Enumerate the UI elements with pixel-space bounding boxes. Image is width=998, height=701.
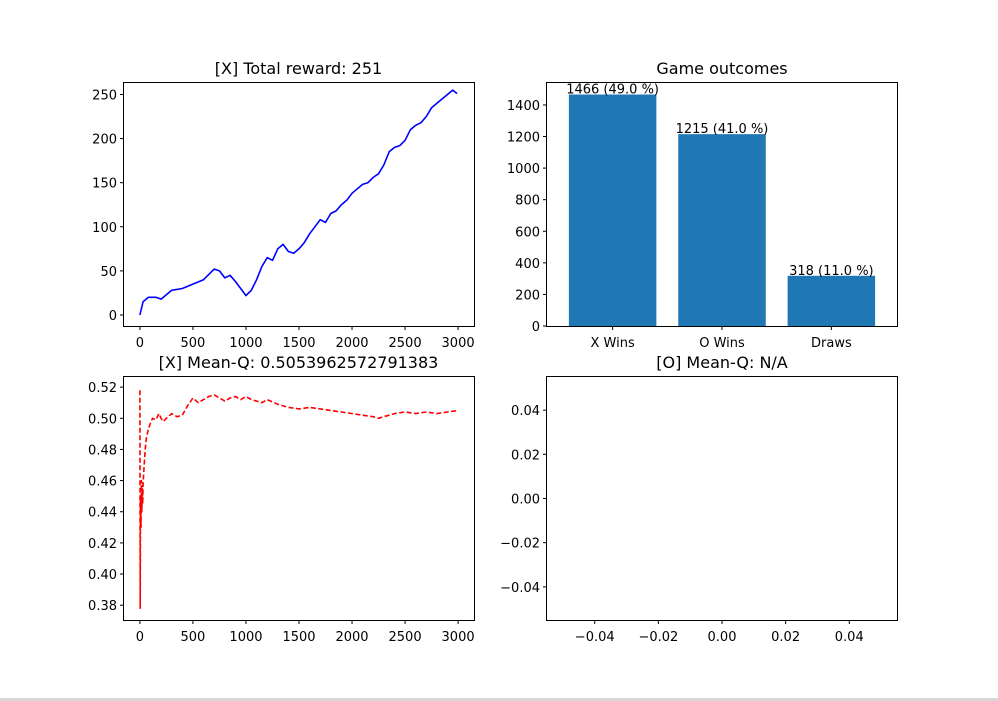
- y-tick-label: 1400: [507, 99, 540, 114]
- y-tick-label: 0.40: [88, 568, 117, 583]
- x-tick-label: 2000: [335, 630, 368, 645]
- y-tick-label: 0.00: [511, 493, 540, 508]
- x-tick-label: −0.02: [638, 630, 678, 645]
- y-tick-label: −0.02: [500, 537, 540, 552]
- x-tick-label: 1000: [229, 336, 262, 351]
- x-tick-label: 2000: [335, 336, 368, 351]
- outcomes-chart: Game outcomes 1466 (49.0 %) 1215 (41.0 %)…: [507, 59, 898, 351]
- y-tick-label: 600: [515, 225, 540, 240]
- x-tick-label: 0: [136, 336, 144, 351]
- reward-chart: [X] Total reward: 251 0 500 1000 1500 2000 25…: [92, 59, 475, 351]
- y-tick-label: 800: [515, 194, 540, 209]
- bar: [568, 94, 657, 327]
- bar: [787, 275, 876, 326]
- y-tick-label: 0.02: [511, 448, 540, 463]
- y-tick-label: 250: [92, 88, 117, 103]
- data-label: 1215 (41.0 %): [676, 122, 769, 137]
- y-tick-label: 200: [92, 133, 117, 148]
- chart-title: [X] Mean-Q: 0.5053962572791383: [159, 353, 439, 372]
- chart-title: [X] Total reward: 251: [215, 59, 382, 78]
- x-tick-label: 3000: [442, 336, 475, 351]
- window-bottom-edge: [0, 698, 998, 701]
- y-tick-label: 0.48: [88, 443, 117, 458]
- x-tick-label: 3000: [442, 630, 475, 645]
- x-tick-label: O Wins: [699, 336, 745, 351]
- data-label: 1466 (49.0 %): [566, 83, 659, 98]
- x-tick-label: 1000: [229, 630, 262, 645]
- x-tick-label: Draws: [811, 336, 852, 351]
- x-tick-label: 2500: [389, 630, 422, 645]
- x-tick-label: −0.04: [575, 630, 615, 645]
- data-label: 318 (11.0 %): [789, 264, 874, 279]
- chart-title: [O] Mean-Q: N/A: [656, 353, 788, 372]
- y-tick-label: 0: [532, 320, 540, 335]
- y-tick-label: 0.50: [88, 412, 117, 427]
- y-tick-label: 50: [100, 265, 117, 280]
- y-tick-label: 1000: [507, 162, 540, 177]
- y-tick-label: 1200: [507, 131, 540, 146]
- y-tick-label: 0.38: [88, 599, 117, 614]
- y-tick-label: 150: [92, 177, 117, 192]
- x-tick-label: 1500: [282, 630, 315, 645]
- series-line: [139, 390, 459, 610]
- x-tick-label: 0.02: [771, 630, 800, 645]
- plot-frame: [123, 376, 475, 621]
- plot-frame: [123, 82, 475, 327]
- x-tick-label: 2500: [389, 336, 422, 351]
- y-tick-label: 0: [109, 309, 117, 324]
- y-tick-label: 0.46: [88, 475, 117, 490]
- x-tick-label: 0.00: [708, 630, 737, 645]
- o-mean-q-chart: [O] Mean-Q: N/A −0.04 −0.02 0.00 0.02 0.04 −0…: [500, 353, 898, 645]
- series-line: [139, 89, 458, 316]
- x-mean-q-chart: [X] Mean-Q: 0.5053962572791383 0 500 1000 1…: [88, 353, 475, 645]
- y-tick-label: 400: [515, 257, 540, 272]
- x-tick-label: 0.04: [835, 630, 864, 645]
- x-tick-label: 500: [181, 336, 206, 351]
- x-tick-label: 0: [136, 630, 144, 645]
- y-tick-label: −0.04: [500, 581, 540, 596]
- bar: [678, 134, 766, 326]
- chart-title: Game outcomes: [656, 59, 787, 78]
- y-tick-label: 100: [92, 221, 117, 236]
- y-tick-label: 0.42: [88, 537, 117, 552]
- plot-frame: [546, 376, 898, 621]
- x-tick-label: X Wins: [591, 336, 635, 351]
- y-tick-label: 0.44: [88, 506, 117, 521]
- y-tick-label: 0.04: [511, 404, 540, 419]
- y-tick-label: 0.52: [88, 381, 117, 396]
- plot-frame: [546, 82, 898, 327]
- x-tick-label: 500: [181, 630, 206, 645]
- x-tick-label: 1500: [282, 336, 315, 351]
- y-tick-label: 200: [515, 288, 540, 303]
